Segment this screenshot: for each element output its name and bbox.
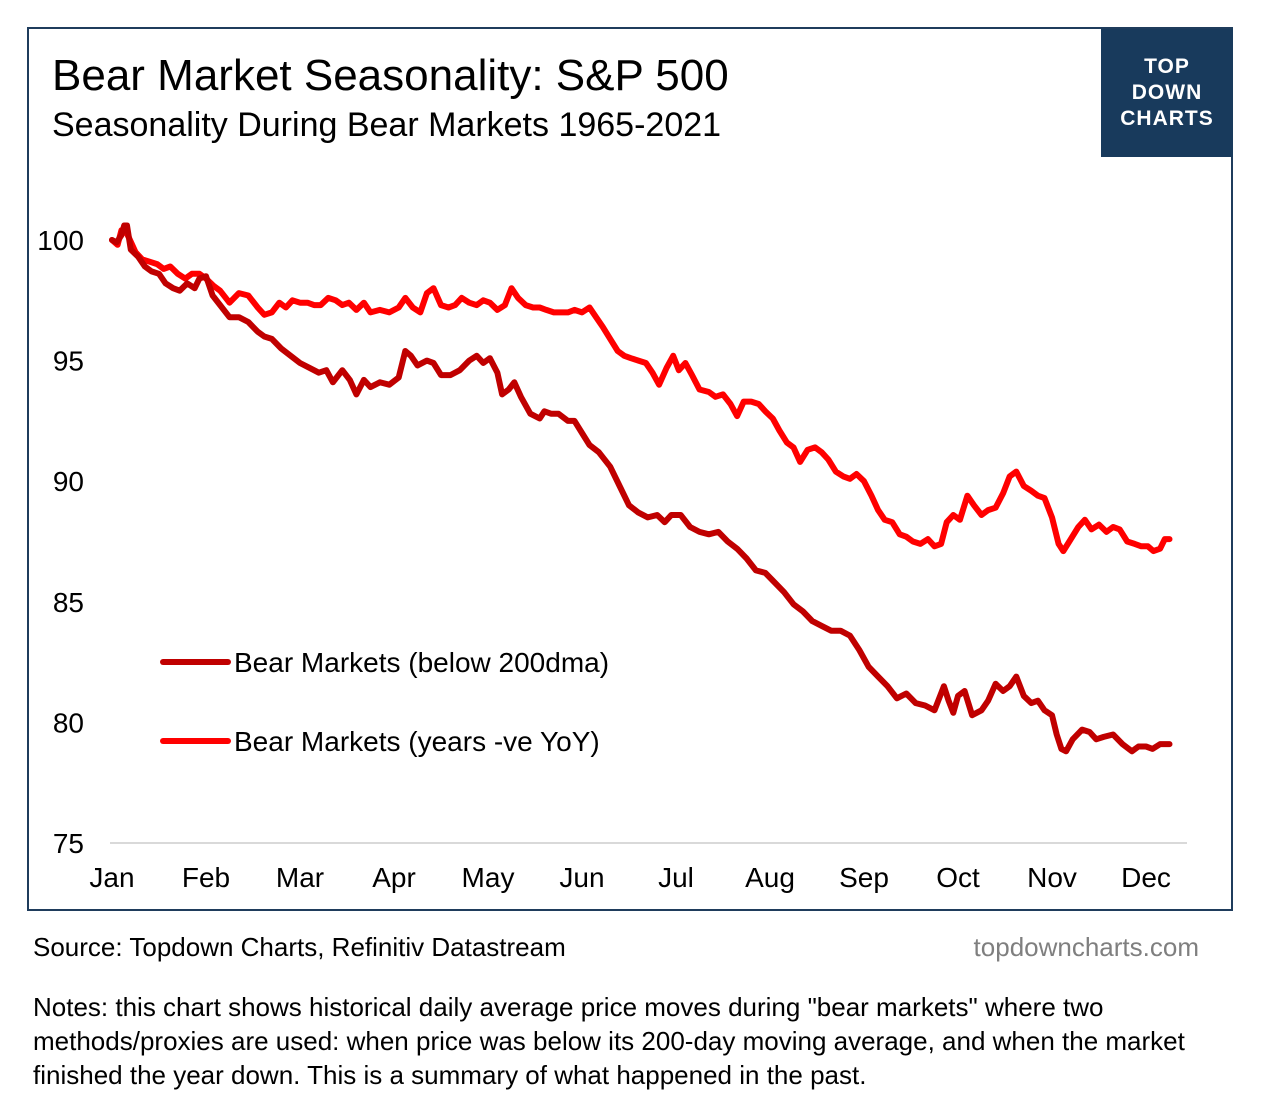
x-tick-label: Jun bbox=[559, 862, 604, 893]
x-tick-label: Apr bbox=[372, 862, 416, 893]
website-credit: topdowncharts.com bbox=[973, 932, 1199, 962]
source-note: Source: Topdown Charts, Refinitiv Datast… bbox=[33, 932, 566, 962]
x-tick-label: Jul bbox=[658, 862, 694, 893]
y-tick-label: 85 bbox=[53, 587, 84, 618]
x-tick-label: Aug bbox=[745, 862, 795, 893]
x-tick-label: Dec bbox=[1121, 862, 1171, 893]
legend-label-1: Bear Markets (below 200dma) bbox=[234, 647, 609, 678]
logo-line-1: TOP bbox=[1144, 55, 1190, 78]
logo-line-2: DOWN bbox=[1131, 81, 1203, 104]
chart-title: Bear Market Seasonality: S&P 500 bbox=[52, 51, 729, 100]
x-tick-label: Feb bbox=[182, 862, 230, 893]
chart-notes: Notes: this chart shows historical daily… bbox=[33, 992, 1185, 1090]
y-tick-label: 90 bbox=[53, 466, 84, 497]
y-tick-label: 95 bbox=[53, 346, 84, 377]
x-tick-label: May bbox=[462, 862, 515, 893]
y-tick-label: 75 bbox=[53, 828, 84, 859]
chart-subtitle: Seasonality During Bear Markets 1965-202… bbox=[52, 106, 722, 144]
legend: Bear Markets (below 200dma) Bear Markets … bbox=[160, 647, 609, 757]
x-tick-label: Nov bbox=[1027, 862, 1077, 893]
y-tick-label: 80 bbox=[53, 707, 84, 738]
x-tick-label: Sep bbox=[839, 862, 889, 893]
chart-frame bbox=[27, 27, 1233, 911]
y-tick-label: 100 bbox=[37, 225, 84, 256]
legend-label-2: Bear Markets (years -ve YoY) bbox=[234, 726, 600, 757]
logo-line-3: CHARTS bbox=[1120, 107, 1214, 130]
series-line-2 bbox=[109, 227, 1173, 555]
x-tick-label: Jan bbox=[89, 862, 134, 893]
x-tick-label: Mar bbox=[276, 862, 324, 893]
series-line-1 bbox=[109, 222, 1173, 755]
topdown-charts-logo: TOP DOWN CHARTS bbox=[1101, 29, 1233, 157]
y-axis-ticks: 100 95 90 85 80 75 bbox=[37, 225, 84, 859]
x-axis-ticks: Jan Feb Mar Apr May Jun Jul Aug Sep Oct Nov Dec bbox=[89, 862, 1170, 893]
x-tick-label: Oct bbox=[936, 862, 980, 893]
series-layer bbox=[109, 222, 1173, 755]
